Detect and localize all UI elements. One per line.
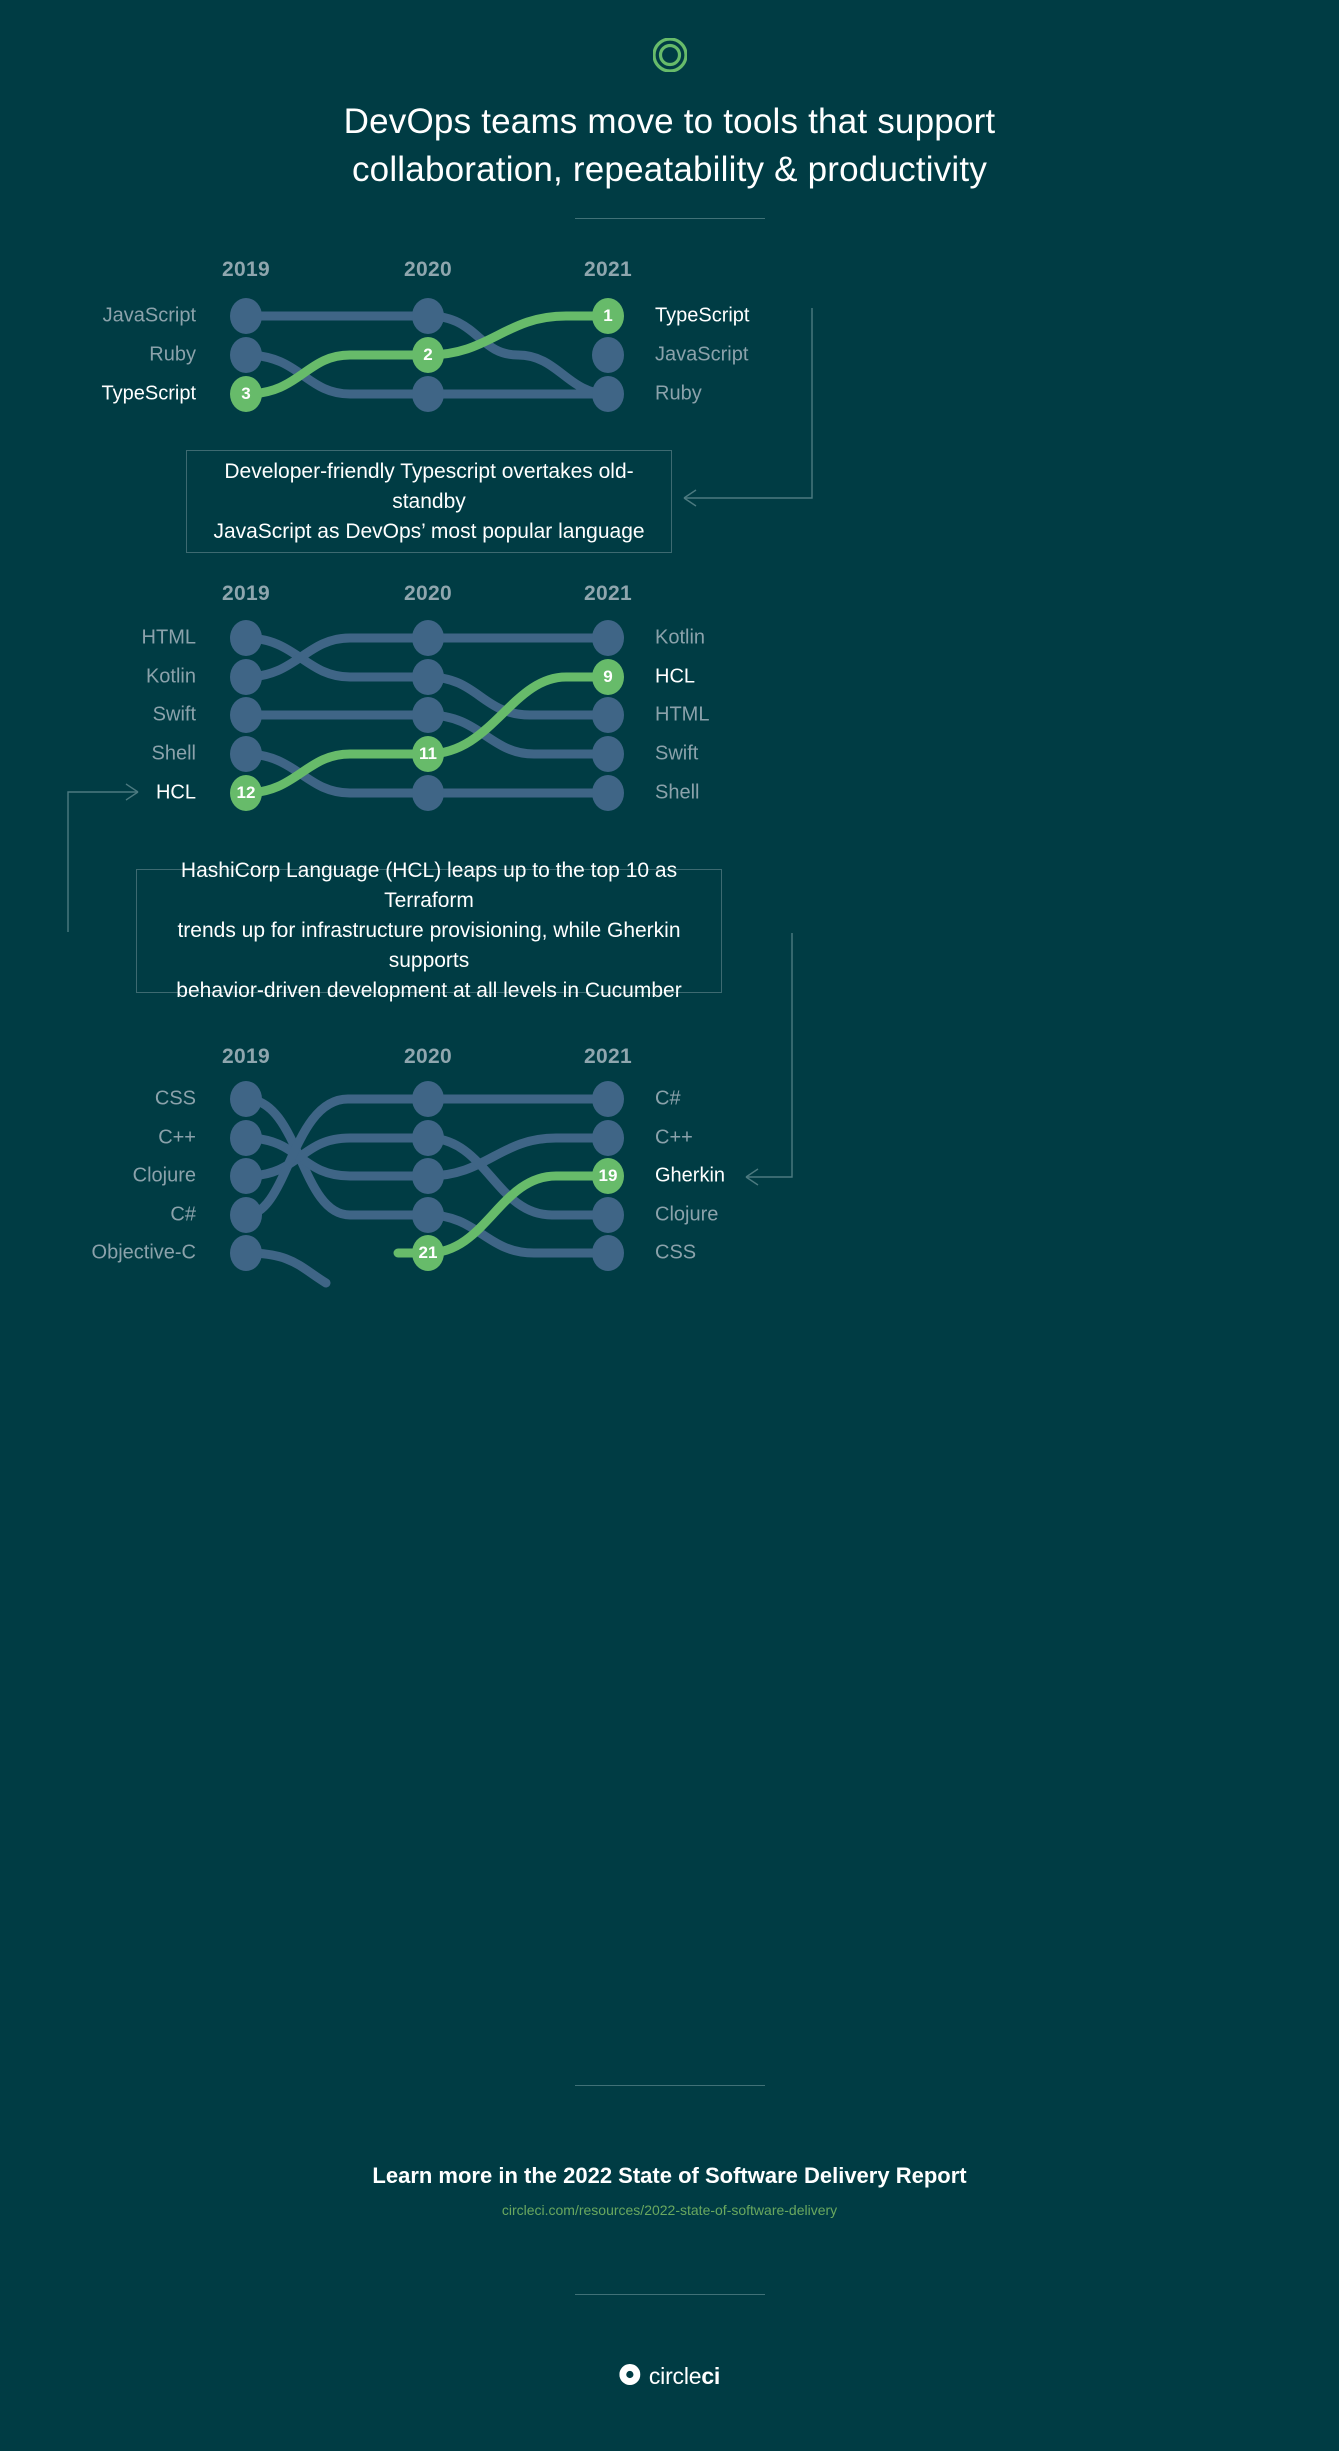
wordmark-text: circleci: [649, 2363, 720, 2390]
year-axis: 2019 2020 2021: [0, 258, 1339, 288]
page-title-line2: collaboration, repeatability & productiv…: [351, 150, 988, 189]
connector-hcl: [67, 783, 139, 932]
wordmark-light: circle: [648, 2363, 702, 2389]
row-label-left: Kotlin: [145, 665, 196, 688]
row-label-right: Gherkin: [655, 1164, 726, 1187]
row-label-right: HCL: [655, 665, 696, 688]
row-label-right: Kotlin: [655, 626, 706, 649]
divider-footer-bottom: [574, 2294, 765, 2295]
row-label-left: Objective-C: [91, 1241, 196, 1264]
year-label-2020: 2020: [404, 582, 452, 605]
row-label-right: TypeScript: [655, 304, 750, 327]
row-label-left: Ruby: [149, 343, 196, 366]
page-title: DevOps teams move to tools that support …: [0, 98, 1339, 194]
row-label-right: CSS: [655, 1241, 697, 1264]
row-label-right: Shell: [655, 781, 700, 804]
row-label-right: HTML: [655, 703, 710, 726]
year-label-2021: 2021: [584, 258, 632, 281]
row-label-left: HCL: [155, 781, 196, 804]
wordmark-bold: ci: [701, 2363, 721, 2389]
bump-links: [230, 1081, 624, 1288]
divider-footer-top: [574, 2085, 765, 2086]
footer-url-link[interactable]: circleci.com/resources/2022-state-of-sof…: [501, 2202, 838, 2218]
year-axis: 2019 2020 2021: [0, 582, 1339, 612]
row-label-left: HTML: [141, 626, 196, 649]
row-label-left: Shell: [151, 742, 196, 765]
row-label-left: Clojure: [132, 1164, 196, 1187]
circleci-logo-icon: [651, 37, 688, 73]
row-label-right: Swift: [655, 742, 699, 765]
chart-languages-mid: 2019 2020 2021: [0, 582, 1339, 812]
year-label-2019: 2019: [222, 1045, 270, 1068]
year-label-2020: 2020: [404, 1045, 452, 1068]
row-label-left: JavaScript: [102, 304, 196, 327]
row-label-left: C#: [170, 1203, 196, 1226]
circleci-wordmark: circleci: [618, 2363, 720, 2390]
chart-languages-low: 2019 2020 2021: [0, 1045, 1339, 1288]
year-label-2020: 2020: [404, 258, 452, 281]
row-label-right: Clojure: [655, 1203, 719, 1226]
connector-typescript: [683, 308, 813, 507]
divider-top: [574, 218, 765, 219]
row-label-right: Ruby: [655, 382, 702, 405]
footer-headline: Learn more in the 2022 State of Software…: [372, 2163, 967, 2188]
row-label-right: C#: [655, 1087, 681, 1110]
year-label-2021: 2021: [584, 1045, 632, 1068]
row-label-right: JavaScript: [655, 343, 749, 366]
bump-links: [230, 298, 624, 412]
callout-line: HashiCorp Language (HCL) leaps up to the…: [180, 859, 678, 912]
year-label-2019: 2019: [222, 582, 270, 605]
page-title-line1: DevOps teams move to tools that support: [343, 102, 996, 141]
circleci-logo-icon: [618, 2363, 640, 2390]
callout-line: trends up for infrastructure provisionin…: [177, 919, 681, 972]
row-label-left: C++: [158, 1126, 196, 1149]
row-label-right: C++: [655, 1126, 693, 1149]
year-label-2019: 2019: [222, 258, 270, 281]
connector-gherkin: [745, 933, 793, 1186]
row-label-left: TypeScript: [101, 382, 196, 405]
callout-typescript: Developer-friendly Typescript overtakes …: [186, 450, 672, 553]
callout-line: Developer-friendly Typescript overtakes …: [224, 459, 634, 513]
year-label-2021: 2021: [584, 582, 632, 605]
callout-line: behavior-driven development at all level…: [176, 979, 682, 1002]
callout-hcl: HashiCorp Language (HCL) leaps up to the…: [136, 859, 722, 1002]
chart-languages-top3: 2019 2020 2021 1 2 3 JavaScript: [0, 258, 1339, 428]
callout-line: JavaScript as DevOps’ most popular langu…: [213, 519, 645, 543]
year-axis: 2019 2020 2021: [0, 1045, 1339, 1075]
row-label-left: CSS: [154, 1087, 196, 1110]
row-label-left: Swift: [152, 703, 196, 726]
bump-links: [230, 620, 624, 811]
